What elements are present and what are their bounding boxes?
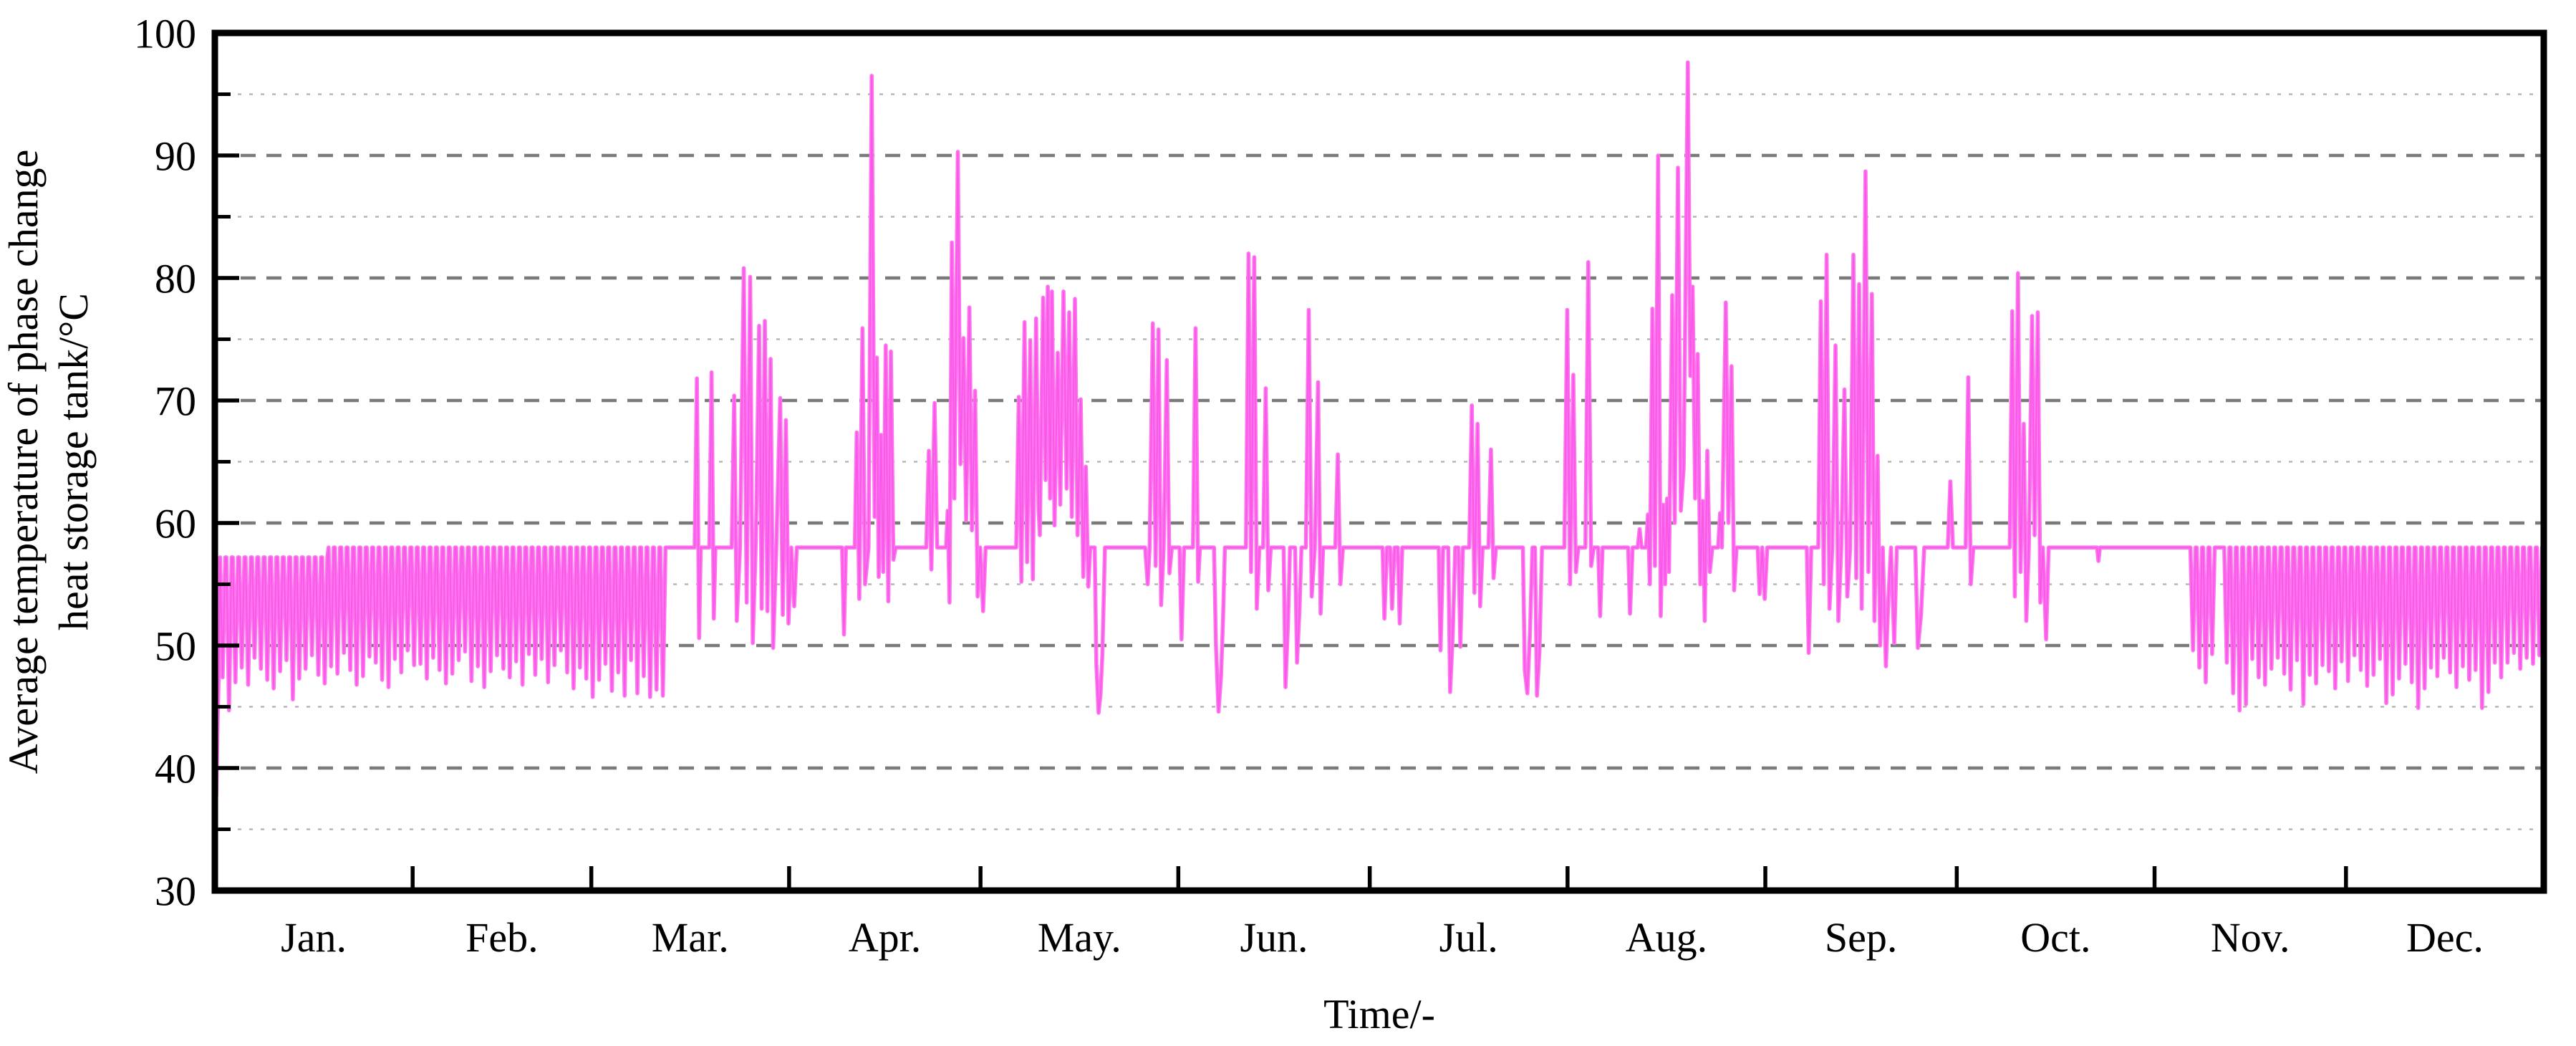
month-label: Oct. [2020, 914, 2090, 961]
y-axis-title-line1: Average temperature of phase change [0, 150, 47, 774]
month-label: May. [1038, 914, 1121, 961]
y-axis-title-line2: heat storage tank/°C [50, 293, 97, 630]
month-label: Jul. [1439, 914, 1498, 961]
month-label: Nov. [2211, 914, 2290, 961]
y-tick-label: 60 [155, 500, 196, 547]
month-label: Dec. [2406, 914, 2484, 961]
month-label: Feb. [465, 914, 539, 961]
month-label: Jun. [1240, 914, 1308, 961]
y-tick-label: 70 [155, 378, 196, 424]
y-tick-label: 80 [155, 255, 196, 302]
temperature-series-core-line [214, 62, 2544, 891]
month-label: Mar. [652, 914, 729, 961]
month-label: Jan. [281, 914, 347, 961]
y-tick-label: 40 [155, 745, 196, 792]
month-label: Sep. [1825, 914, 1898, 961]
y-tick-label: 30 [155, 868, 196, 914]
y-tick-label: 100 [134, 10, 196, 57]
x-axis-title: Time/- [1323, 991, 1435, 1037]
month-label: Aug. [1626, 914, 1707, 961]
y-tick-label: 90 [155, 133, 196, 179]
y-tick-label: 50 [155, 623, 196, 669]
month-label: Apr. [849, 914, 922, 961]
axes-frame [211, 29, 2547, 894]
